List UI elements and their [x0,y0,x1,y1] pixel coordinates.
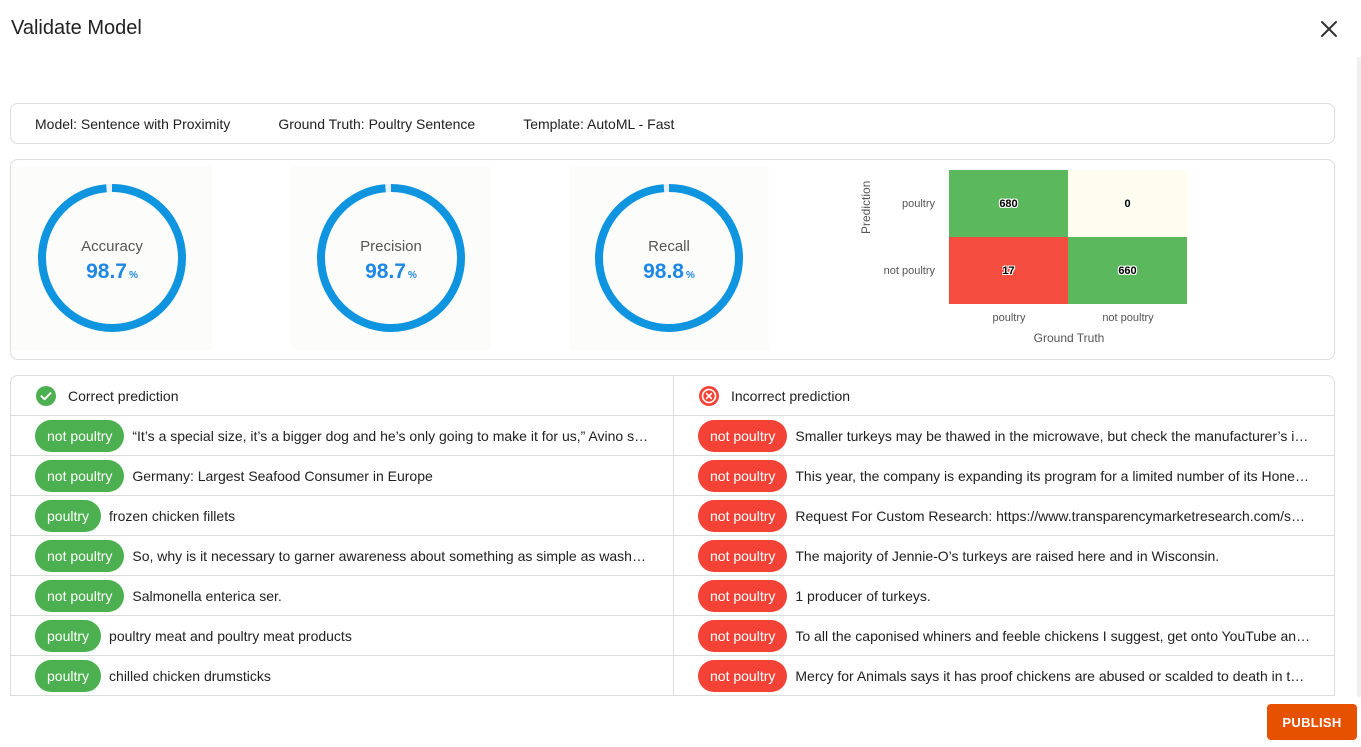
prediction-label-chip: not poultry [35,579,125,612]
cm-cell: 680 [949,170,1068,237]
prediction-row[interactable]: not poultry This year, the company is exp… [674,456,1335,496]
prediction-sentence: Smaller turkeys may be thawed in the mic… [795,427,1335,444]
prediction-label-chip: not poultry [698,499,788,532]
prediction-sentence: Mercy for Animals says it has proof chic… [795,668,1324,684]
accuracy-gauge: Accuracy 98.7% [12,166,212,350]
dialog-title: Validate Model [11,17,142,39]
prediction-label-chip: poultry [35,660,102,692]
prediction-row[interactable]: poultry poultry meat and poultry meat pro… [11,616,673,656]
template-name: Template: AutoML - Fast [523,115,675,132]
cm-row-label: poultry [901,198,935,210]
prediction-label-chip: not poultry [698,539,788,572]
ground-truth-name: Ground Truth: Poultry Sentence [278,115,476,132]
accuracy-ring [38,184,186,332]
precision-ring [317,184,465,332]
check-circle-icon [36,385,56,406]
close-icon [1321,21,1337,37]
recall-ring [595,184,743,332]
cm-cell: 0 [1068,170,1187,237]
prediction-sentence: To all the caponised whiners and feeble … [795,627,1335,644]
prediction-label-chip: poultry [35,619,102,652]
prediction-label-chip: not poultry [35,539,125,572]
prediction-row[interactable]: not poultry Request For Custom Research: … [674,496,1334,536]
correct-predictions-column: Correct prediction not poultry “It’s a sp… [11,376,673,695]
predictions-panel: Correct prediction not poultry “It’s a sp… [10,375,1335,696]
correct-predictions-title: Correct prediction [68,387,179,404]
recall-label: Recall [648,238,690,255]
prediction-row[interactable]: not poultry To all the caponised whiners … [674,616,1335,656]
prediction-sentence: This year, the company is expanding its … [795,467,1335,484]
prediction-sentence: “It’s a special size, it’s a bigger dog … [132,427,657,444]
prediction-sentence: Salmonella enterica ser. [132,587,282,604]
prediction-sentence: So, why is it necessary to garner awaren… [132,547,673,564]
close-button[interactable] [1316,16,1342,42]
prediction-row[interactable]: not poultry Mercy for Animals says it has… [674,656,1334,695]
prediction-sentence: Germany: Largest Seafood Consumer in Eur… [132,467,433,484]
incorrect-predictions-title: Incorrect prediction [731,387,851,404]
prediction-label-chip: not poultry [698,419,788,452]
prediction-sentence: 1 producer of turkeys. [795,587,931,604]
model-name: Model: Sentence with Proximity [35,115,231,132]
prediction-row[interactable]: not poultry The majority of Jennie-O’s tu… [674,536,1334,576]
model-info-bar: Model: Sentence with Proximity Ground Tr… [10,103,1335,144]
incorrect-predictions-header: Incorrect prediction [674,376,1334,416]
prediction-sentence: frozen chicken fillets [109,507,236,524]
prediction-row[interactable]: not poultry Smaller turkeys may be thawed… [674,416,1335,456]
prediction-label-chip: not poultry [698,579,788,612]
prediction-sentence: chilled chicken drumsticks [109,668,271,684]
error-circle-icon [699,385,719,406]
prediction-label-chip: not poultry [698,660,788,692]
prediction-sentence: poultry meat and poultry meat products [109,627,352,644]
metrics-panel: Accuracy 98.7% Precision 98.7% Recall 98… [10,159,1335,360]
prediction-label-chip: not poultry [698,619,788,652]
prediction-row[interactable]: not poultry Germany: Largest Seafood Cons… [11,456,673,496]
prediction-label-chip: not poultry [698,459,788,492]
scrollbar-track[interactable] [1357,57,1361,697]
prediction-row[interactable]: not poultry “It’s a special size, it’s a … [11,416,673,456]
prediction-label-chip: poultry [35,499,102,532]
prediction-sentence: Request For Custom Research: https://www… [795,507,1334,524]
cm-x-axis-title: Ground Truth [1033,331,1105,345]
cm-row-label: not poultry [883,265,935,277]
prediction-row[interactable]: not poultry Salmonella enterica ser. [11,576,673,616]
prediction-row[interactable]: not poultry 1 producer of turkeys. [674,576,1334,616]
publish-button[interactable]: PUBLISH [1267,704,1357,740]
prediction-sentence: The majority of Jennie-O’s turkeys are r… [795,547,1220,564]
recall-gauge: Recall 98.8% [569,166,769,350]
accuracy-value: 98.7% [86,260,138,283]
precision-value: 98.7% [365,260,417,283]
prediction-row[interactable]: not poultry So, why is it necessary to ga… [11,536,673,576]
prediction-label-chip: not poultry [35,459,125,492]
incorrect-predictions-column: Incorrect prediction not poultry Smaller … [673,376,1335,695]
cm-col-label: not poultry [1102,312,1154,324]
recall-value: 98.8% [643,260,695,283]
correct-predictions-header: Correct prediction [11,376,673,416]
prediction-label-chip: not poultry [35,419,125,452]
prediction-row[interactable]: poultry frozen chicken fillets [11,496,673,536]
prediction-row[interactable]: poultry chilled chicken drumsticks [11,656,673,695]
cm-cell: 660 [1068,237,1187,304]
precision-gauge: Precision 98.7% [291,166,491,350]
cm-col-label: poultry [992,312,1026,324]
cm-cell: 17 [949,237,1068,304]
precision-label: Precision [360,238,422,255]
accuracy-label: Accuracy [81,238,143,255]
